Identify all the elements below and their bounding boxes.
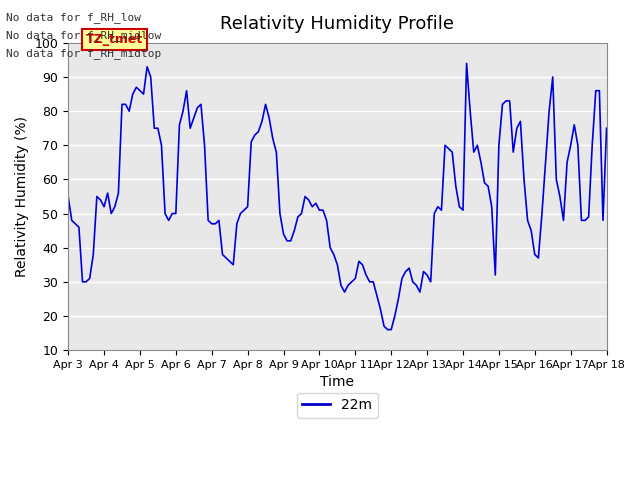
- Legend: 22m: 22m: [297, 393, 378, 418]
- Y-axis label: Relativity Humidity (%): Relativity Humidity (%): [15, 116, 29, 277]
- Text: No data for f_RH_midlow: No data for f_RH_midlow: [6, 30, 162, 41]
- X-axis label: Time: Time: [321, 375, 355, 389]
- Title: Relativity Humidity Profile: Relativity Humidity Profile: [220, 15, 454, 33]
- Text: TZ_tmet: TZ_tmet: [86, 33, 143, 46]
- Text: No data for f_RH_low: No data for f_RH_low: [6, 12, 141, 23]
- Text: No data for f_RH_midtop: No data for f_RH_midtop: [6, 48, 162, 60]
